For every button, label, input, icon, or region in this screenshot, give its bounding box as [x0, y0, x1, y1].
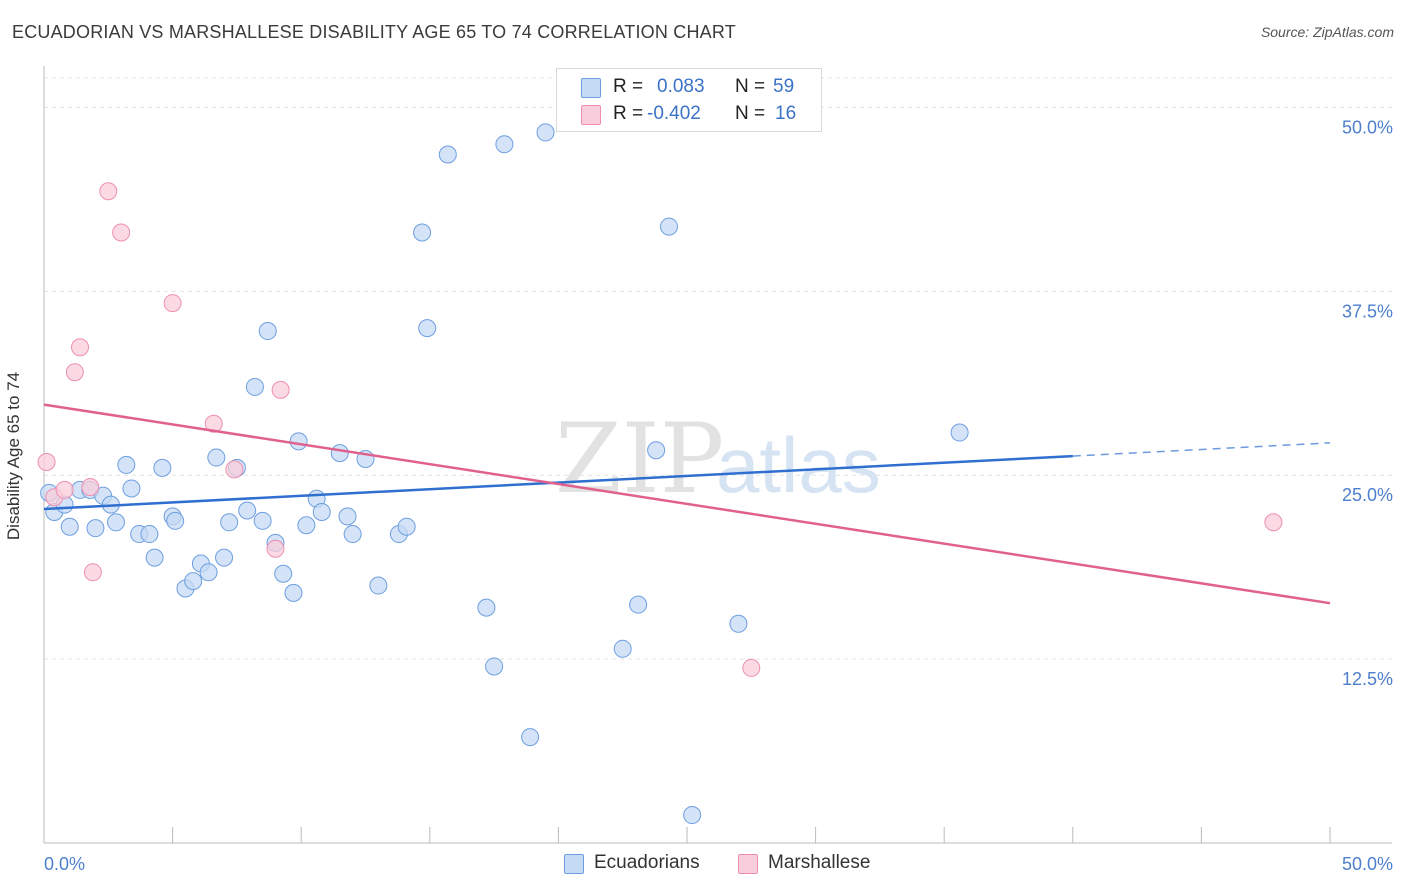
ecuadorian-point: [495, 135, 514, 154]
ecuadorian-trend-line: [43, 454, 1073, 511]
ecuadorian-point: [258, 322, 277, 341]
ecuadorian-point: [284, 583, 303, 602]
x-tick-label-min: 0.0%: [44, 854, 85, 874]
ecuadorian-point: [330, 444, 349, 463]
source-credit: Source: ZipAtlas.com: [1260, 24, 1394, 40]
ecuadorian-point: [86, 519, 105, 538]
marshallese-point: [83, 563, 102, 582]
marshallese-point: [99, 182, 118, 201]
ecuadorian-point: [215, 548, 234, 567]
ecuadorian-point: [413, 223, 432, 242]
y-tick-label: 50.0%: [1342, 117, 1393, 137]
ecuadorian-point: [166, 511, 185, 530]
ecuadorian-point: [647, 441, 666, 460]
ecuadorian-point: [369, 576, 388, 595]
ecuadorian-point: [220, 513, 239, 532]
ecuadorian-point: [659, 217, 678, 236]
ecuadorian-point: [338, 507, 357, 526]
marshallese-point: [81, 477, 100, 496]
series-marshallese: [37, 182, 1283, 677]
chart-title: ECUADORIAN VS MARSHALLESE DISABILITY AGE…: [12, 22, 736, 42]
ecuadorian-point: [145, 548, 164, 567]
marshallese-point: [55, 480, 74, 499]
legend-r-value-ecuadorians: 0.083: [657, 76, 705, 97]
ecuadorian-point: [521, 728, 540, 747]
marshallese-point: [225, 460, 244, 479]
legend-r-label: R =: [613, 76, 644, 97]
marshallese-point: [742, 658, 761, 677]
ecuadorian-point: [274, 564, 293, 583]
x-tick-label-max: 50.0%: [1342, 854, 1393, 874]
bottom-legend-swatch-marshallese: [738, 854, 758, 874]
y-tick-label: 37.5%: [1342, 301, 1393, 321]
ecuadorian-point: [153, 458, 172, 477]
watermark-atlas: atlas: [716, 421, 881, 509]
y-tick-label: 12.5%: [1342, 669, 1393, 689]
tick-labels: 12.5% 25.0% 37.5% 50.0% 0.0% 50.0%: [44, 117, 1393, 874]
y-tick-label: 25.0%: [1342, 485, 1393, 505]
ecuadorian-point: [438, 145, 457, 164]
ecuadorian-point: [418, 319, 437, 338]
legend-n-value-ecuadorians: 59: [773, 76, 795, 97]
marshallese-trend-line: [43, 403, 1331, 605]
stats-legend: R = 0.083 N = 59 R = -0.402 N = 16: [556, 68, 822, 132]
legend-row-ecuadorians: R = 0.083 N = 59: [557, 74, 821, 100]
ecuadorian-point: [60, 517, 79, 536]
marshallese-point: [271, 380, 290, 399]
ecuadorian-point: [397, 517, 416, 536]
bottom-legend-swatch-ecuadorians: [564, 854, 584, 874]
ecuadorian-point: [297, 516, 316, 535]
ecuadorian-point: [729, 614, 748, 633]
marshallese-point: [71, 338, 90, 357]
watermark-zip: ZIP: [555, 403, 724, 515]
ecuadorian-point: [683, 806, 702, 825]
ecuadorian-point: [613, 639, 632, 658]
gridlines: [44, 77, 1392, 660]
ecuadorian-point: [289, 432, 308, 451]
ecuadorian-point: [117, 455, 136, 474]
ecuadorian-point: [477, 598, 496, 617]
ecuadorian-point: [199, 563, 218, 582]
legend-n-label: N =: [735, 76, 766, 97]
marshallese-point: [37, 452, 56, 471]
ecuadorian-point: [107, 513, 126, 532]
marshallese-point: [266, 539, 285, 558]
ecuadorian-point: [485, 657, 504, 676]
ecuadorian-point: [253, 511, 272, 530]
ecuadorian-point: [207, 448, 226, 467]
legend-n-label: N =: [735, 103, 766, 124]
ecuadorian-point: [312, 502, 331, 521]
ecuadorian-point: [950, 423, 969, 442]
ecuadorian-point: [122, 479, 141, 498]
ecuadorian-point: [140, 525, 159, 544]
bottom-legend-marshallese: Marshallese: [768, 852, 871, 873]
bottom-legend-ecuadorians: Ecuadorians: [594, 852, 700, 873]
marshallese-point: [163, 294, 182, 313]
ecuadorian-point: [238, 501, 257, 520]
marshallese-point: [204, 414, 223, 433]
ecuadorian-trend-extension: [1072, 442, 1331, 457]
legend-swatch-marshallese: [581, 105, 601, 125]
marshallese-point: [1264, 513, 1283, 532]
legend-r-label: R =: [613, 103, 644, 124]
watermark: ZIP atlas: [555, 403, 881, 515]
ecuadorian-point: [536, 123, 555, 142]
ecuadorian-point: [184, 572, 203, 591]
legend-r-value-marshallese: -0.402: [647, 103, 701, 124]
trend-lines: [43, 403, 1331, 605]
ecuadorian-point: [245, 377, 264, 396]
ecuadorian-point: [629, 595, 648, 614]
legend-swatch-ecuadorians: [581, 78, 601, 98]
marshallese-point: [112, 223, 131, 242]
legend-n-value-marshallese: 16: [775, 103, 797, 124]
marshallese-point: [65, 363, 84, 382]
legend-row-marshallese: R = -0.402 N = 16: [557, 101, 821, 127]
ecuadorian-point: [343, 525, 362, 544]
